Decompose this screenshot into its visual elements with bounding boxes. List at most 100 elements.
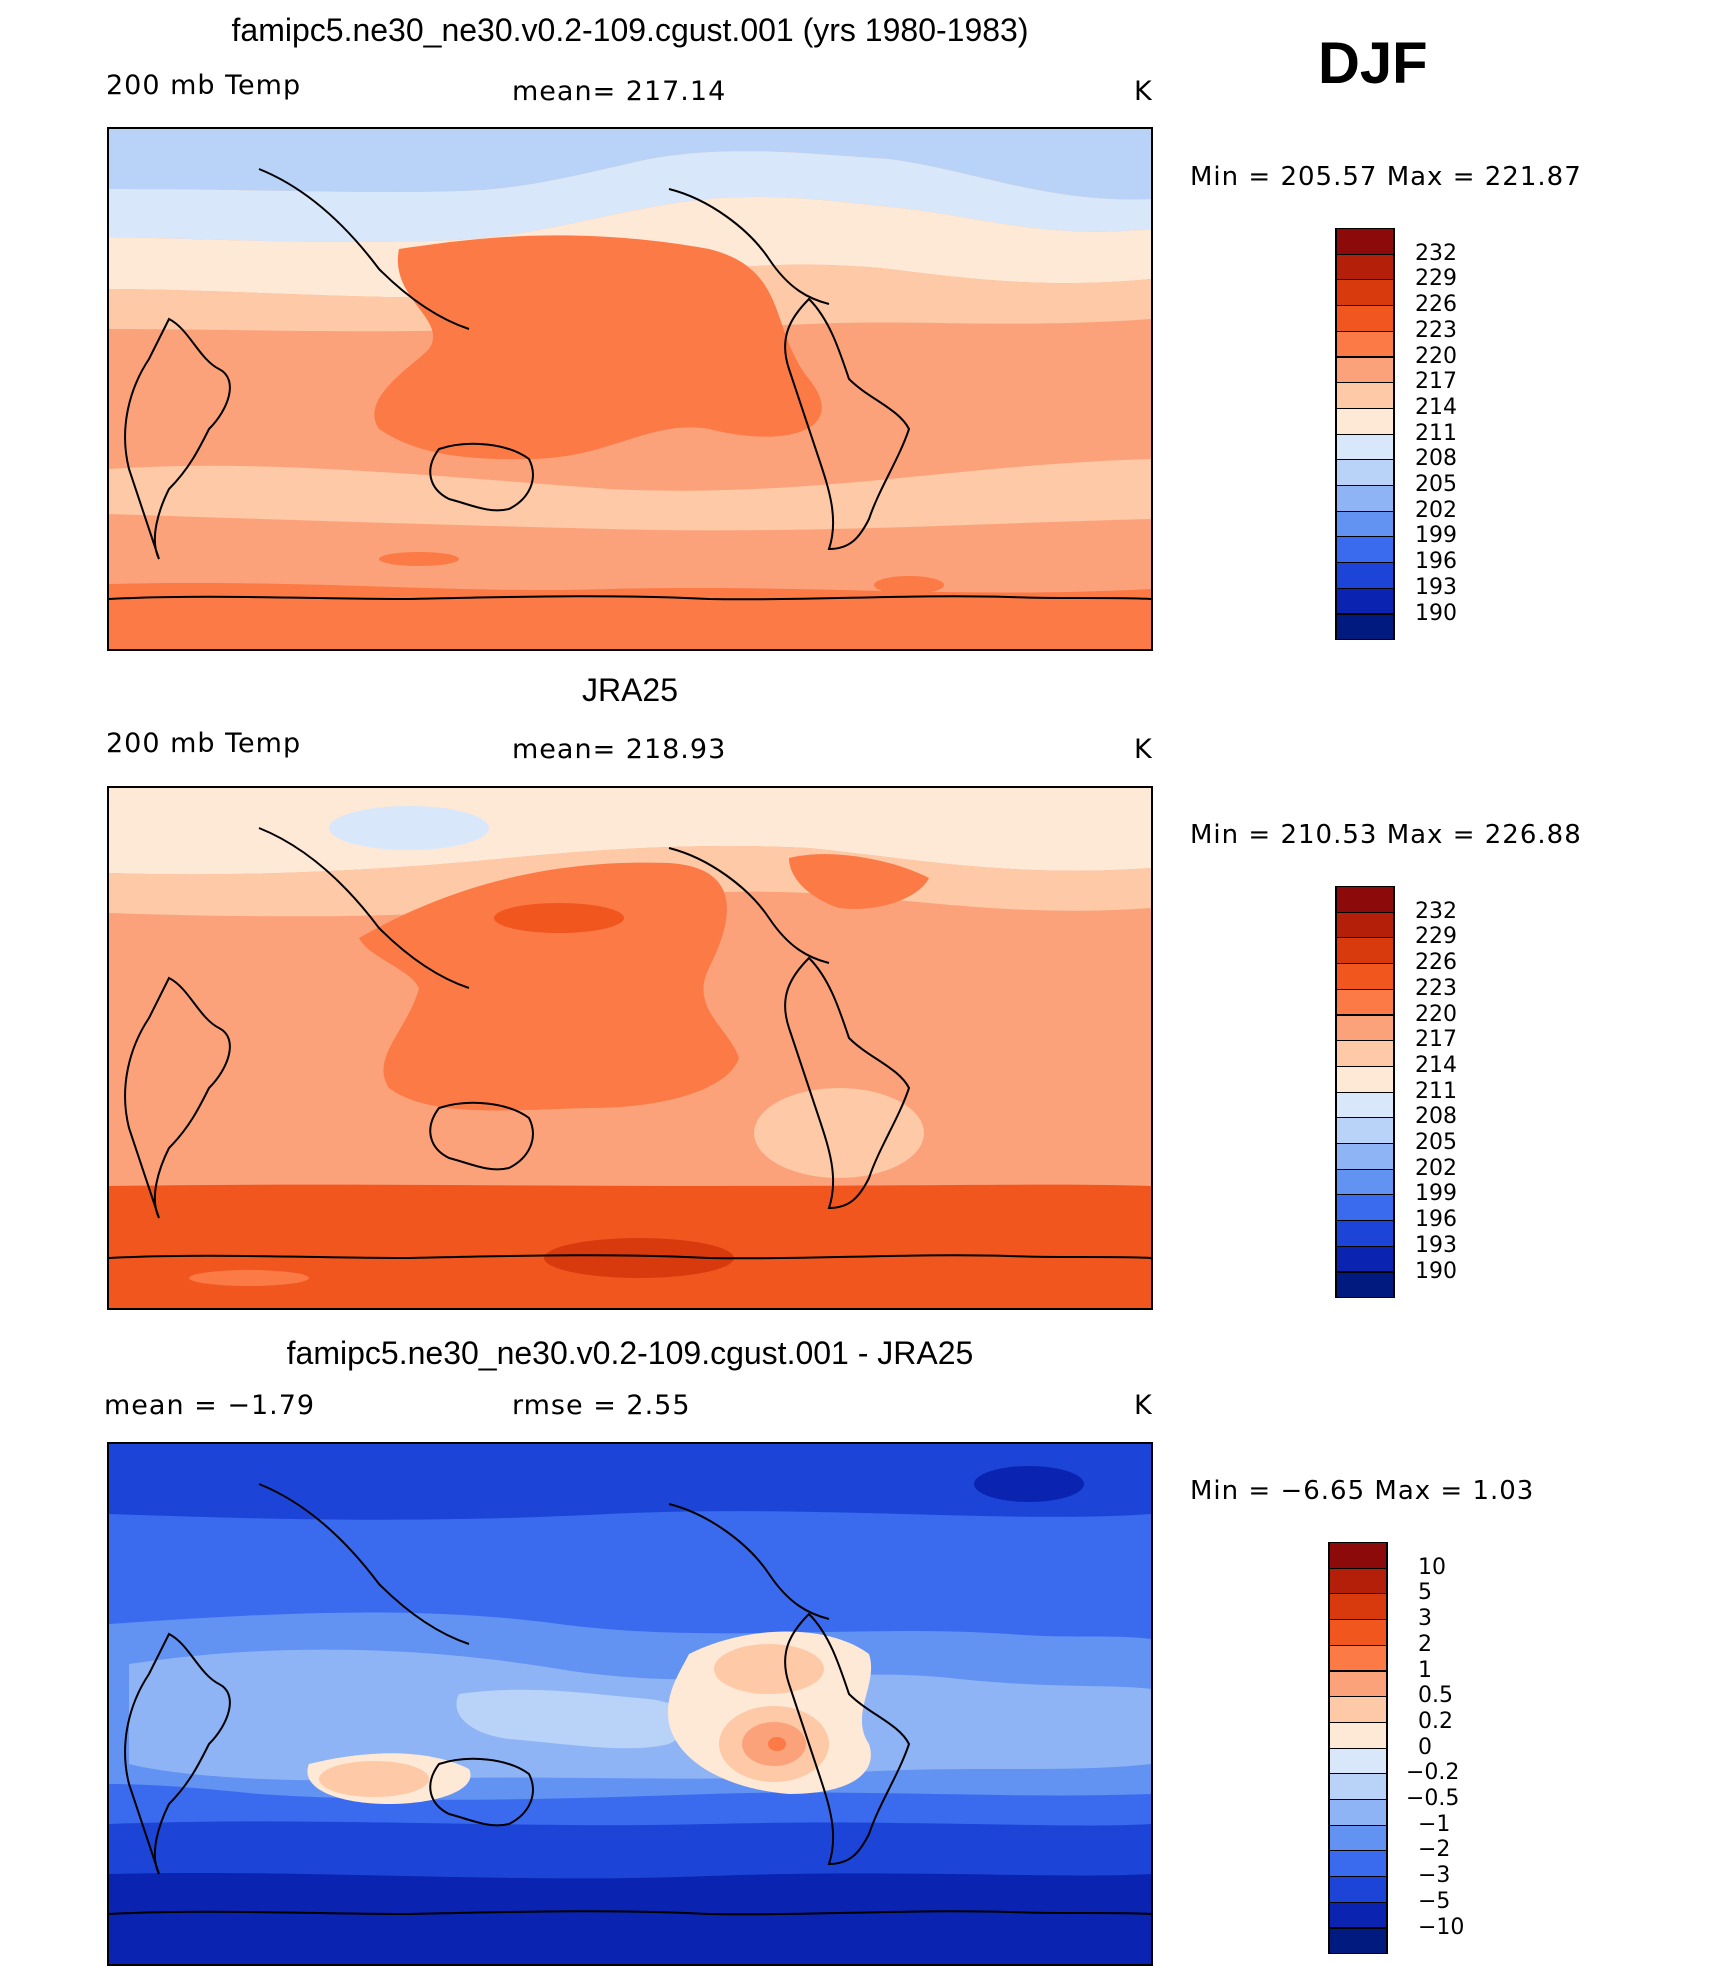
field-hot-spot <box>494 903 624 933</box>
rmse-label: rmse = 2.55 <box>512 1390 691 1421</box>
colorbar-swatch <box>1335 1168 1395 1196</box>
map-plot <box>107 1442 1153 1966</box>
colorbar-swatch <box>1335 937 1395 965</box>
map-plot <box>107 786 1153 1310</box>
colorbar-tick-label: 223 <box>1415 317 1457 343</box>
colorbar-swatch <box>1335 1245 1395 1273</box>
min-max-label: Min = 210.53 Max = 226.88 <box>1190 820 1582 850</box>
colorbar-tick-label: −5 <box>1418 1888 1451 1914</box>
colorbar-swatch <box>1328 1644 1388 1672</box>
field-warm-spot <box>874 576 944 594</box>
field-south-colder <box>109 1872 1151 1964</box>
colorbar-tick-label: 10 <box>1418 1554 1446 1580</box>
variable-label: 200 mb Temp <box>106 70 302 101</box>
colorbar-tick-label: 199 <box>1415 1181 1457 1207</box>
colorbar-swatch <box>1328 1542 1388 1569</box>
field-pos-aus-core <box>319 1761 429 1797</box>
colorbar-swatch <box>1335 356 1395 384</box>
colorbar-swatch <box>1328 1773 1388 1800</box>
colorbar-tick-label: 232 <box>1415 240 1457 266</box>
colorbar-tick-label: 226 <box>1415 292 1457 318</box>
colorbar-tick-label: 229 <box>1415 266 1457 292</box>
colorbar-swatch <box>1335 228 1395 255</box>
colorbar-swatch <box>1328 1619 1388 1646</box>
colorbar-tick-label: 214 <box>1415 1052 1457 1078</box>
colorbar-tick-label: 217 <box>1415 369 1457 395</box>
colorbar-swatch <box>1328 1696 1388 1723</box>
colorbar-swatch <box>1328 1850 1388 1878</box>
colorbar-tick-label: 2 <box>1418 1631 1432 1657</box>
field-north-cold <box>109 129 1151 200</box>
colorbar-swatch <box>1335 253 1395 281</box>
colorbar-tick-label: 205 <box>1415 1130 1457 1155</box>
colorbar-tick-label: 217 <box>1415 1027 1457 1053</box>
colorbar-tick-label: 0.2 <box>1418 1708 1453 1734</box>
panel-title: JRA25 <box>581 672 679 708</box>
field-very-hot <box>544 1238 734 1278</box>
colorbar-tick-label: 0.5 <box>1418 1683 1453 1709</box>
panel-title: famipc5.ne30_ne30.v0.2-109.cgust.001 - J… <box>286 1335 974 1371</box>
units-label: K <box>1134 734 1153 765</box>
colorbar-swatch <box>1328 1747 1388 1775</box>
colorbar-swatch <box>1335 459 1395 486</box>
field-warm-pacific <box>374 235 822 460</box>
colorbar-tick-label: 220 <box>1415 343 1457 369</box>
colorbar-tick-label: 208 <box>1415 446 1457 472</box>
colorbar-swatch <box>1328 1593 1388 1621</box>
colorbar-tick-label: 196 <box>1415 549 1457 575</box>
colorbar-swatch <box>1335 1220 1395 1247</box>
colorbar-swatch <box>1335 1014 1395 1042</box>
variable-label: 200 mb Temp <box>106 728 302 759</box>
colorbar-swatch <box>1328 1927 1388 1955</box>
colorbar-tick-label: 232 <box>1415 898 1457 924</box>
colorbar-swatch <box>1335 510 1395 538</box>
colorbar-tick-label: 208 <box>1415 1104 1457 1130</box>
colorbar-tick-label: 5 <box>1418 1580 1432 1606</box>
colorbar-tick-label: 199 <box>1415 523 1457 549</box>
colorbar-swatch <box>1335 988 1395 1016</box>
colorbar-tick-label: 193 <box>1415 574 1457 600</box>
colorbar-tick-label: 1 <box>1418 1657 1432 1683</box>
colorbar-swatch <box>1335 587 1395 615</box>
mean-label: mean = −1.79 <box>104 1390 316 1421</box>
colorbar-swatch <box>1335 1040 1395 1067</box>
colorbar-tick-label: −0.2 <box>1406 1760 1460 1786</box>
colorbar-tick-label: 3 <box>1418 1606 1432 1632</box>
field-north-cool <box>109 151 1151 242</box>
colorbar-tick-label: −2 <box>1418 1837 1451 1863</box>
colorbar-swatch <box>1335 1065 1395 1093</box>
colorbar-tick-label: 220 <box>1415 1001 1457 1027</box>
colorbar-tick-label: 190 <box>1415 1258 1457 1284</box>
field-south-mild <box>109 459 1151 531</box>
colorbar-swatch <box>1335 485 1395 512</box>
colorbar-swatch <box>1335 407 1395 435</box>
field-near-zero <box>456 1689 691 1749</box>
field-north-band <box>109 1444 1151 1520</box>
coastlines <box>109 168 1151 601</box>
colorbar-swatch <box>1335 963 1395 990</box>
colorbar-swatch <box>1328 1901 1388 1929</box>
colorbar-tick-label: −10 <box>1418 1914 1465 1940</box>
colorbar-tick-label: −0.5 <box>1406 1786 1460 1811</box>
field-warm-spot <box>189 1270 309 1286</box>
colorbar-tick-label: 226 <box>1415 950 1457 976</box>
colorbar-swatch <box>1328 1824 1388 1852</box>
field-south-warm <box>109 582 1151 649</box>
colorbar-swatch <box>1328 1876 1388 1903</box>
field-pos-spot <box>768 1737 786 1751</box>
colorbar-tick-label: 223 <box>1415 975 1457 1001</box>
colorbar-tick-label: 229 <box>1415 924 1457 950</box>
field-warm-na <box>789 854 929 909</box>
colorbar-tick-label: 205 <box>1415 472 1457 497</box>
panel-title: famipc5.ne30_ne30.v0.2-109.cgust.001 (yr… <box>231 12 1029 48</box>
colorbar-swatch <box>1335 279 1395 307</box>
colorbar-swatch <box>1328 1721 1388 1749</box>
colorbar-swatch <box>1328 1670 1388 1698</box>
season-label: DJF <box>1318 31 1428 96</box>
map-plot <box>107 127 1153 651</box>
colorbar-swatch <box>1335 433 1395 461</box>
colorbar-swatch <box>1328 1799 1388 1826</box>
colorbar-swatch <box>1335 382 1395 409</box>
field-pos-spot <box>714 1644 824 1694</box>
colorbar-swatch <box>1335 1271 1395 1299</box>
